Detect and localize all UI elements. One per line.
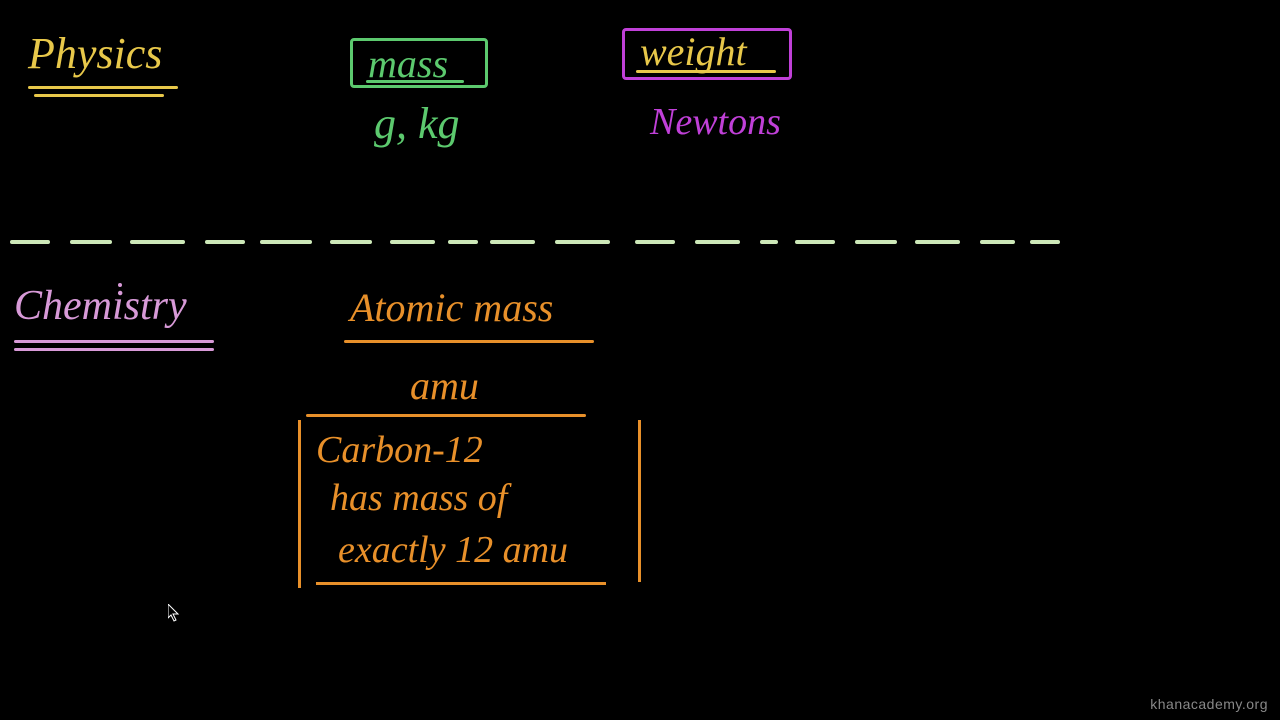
divider-dash (760, 240, 778, 244)
divider-dash (390, 240, 435, 244)
divider-dash (10, 240, 50, 244)
weight-label: weight (640, 28, 747, 75)
cursor-icon (168, 604, 180, 622)
divider-dash (1030, 240, 1060, 244)
divider-dash (855, 240, 897, 244)
divider-dash (130, 240, 185, 244)
divider-dash (635, 240, 675, 244)
divider-dash (555, 240, 610, 244)
carbon12-box-left (298, 420, 301, 588)
atomic-mass-label: Atomic mass (350, 284, 553, 331)
divider-dash (205, 240, 245, 244)
divider-dash (490, 240, 535, 244)
carbon12-line2: has mass of (330, 476, 507, 520)
divider-dash (695, 240, 740, 244)
carbon12-box-bottom (316, 582, 606, 585)
carbon12-box-right (638, 420, 641, 582)
mass-underline (366, 80, 464, 83)
divider-dash (795, 240, 835, 244)
weight-underline (636, 70, 776, 73)
mass-units: g, kg (374, 98, 460, 149)
divider-dash (330, 240, 372, 244)
physics-underline-2 (34, 94, 164, 97)
atomic-mass-underline (344, 340, 594, 343)
chemistry-label: Chemistry (14, 282, 187, 330)
physics-underline-1 (28, 86, 178, 89)
carbon12-line3: exactly 12 amu (338, 528, 568, 572)
divider-dash (448, 240, 478, 244)
divider-dash (980, 240, 1015, 244)
amu-label: amu (410, 362, 479, 409)
carbon12-line1: Carbon-12 (316, 428, 483, 472)
watermark: khanacademy.org (1150, 696, 1268, 712)
divider-dash (70, 240, 112, 244)
amu-underline (306, 414, 586, 417)
weight-units: Newtons (650, 100, 781, 144)
physics-label: Physics (28, 28, 162, 79)
divider-dash (915, 240, 960, 244)
chemistry-underline-1 (14, 340, 214, 343)
chemistry-underline-2 (14, 348, 214, 351)
divider-dash (260, 240, 312, 244)
